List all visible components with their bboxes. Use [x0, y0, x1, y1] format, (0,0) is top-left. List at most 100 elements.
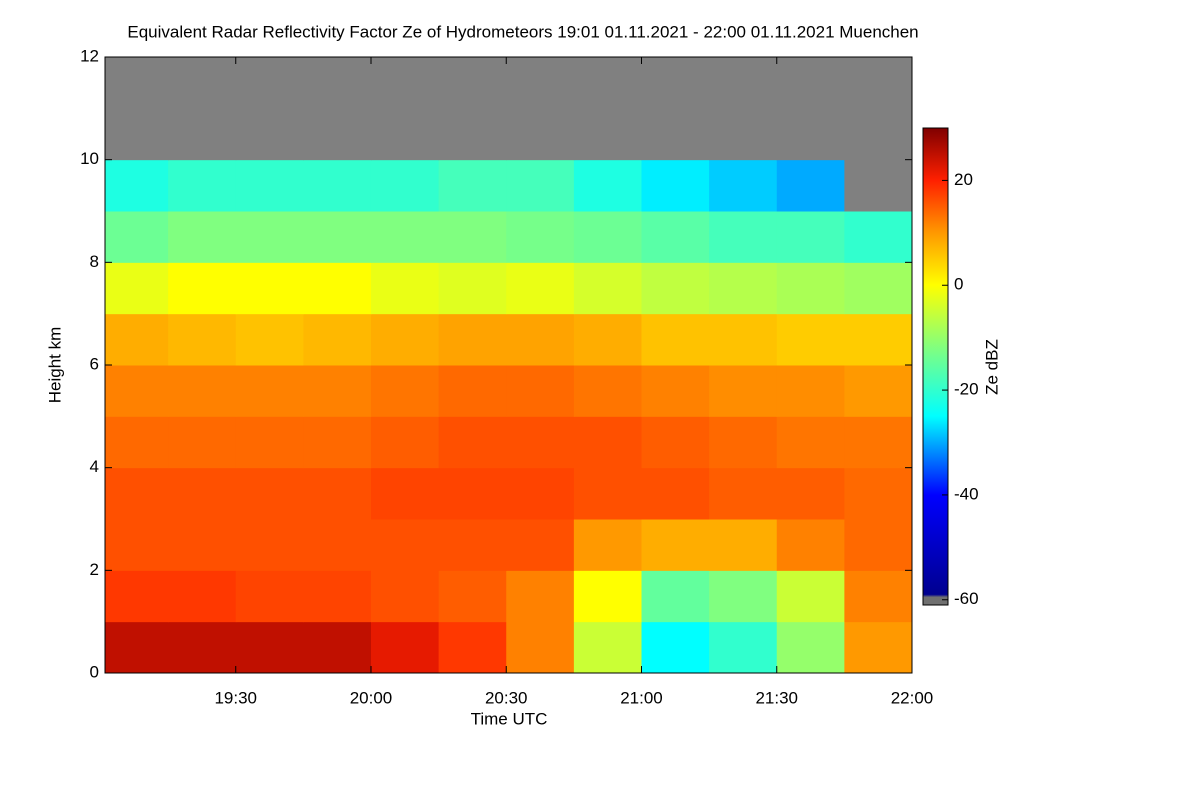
heatmap-cell [506, 519, 575, 571]
heatmap-cell [303, 621, 372, 674]
heatmap-cell [641, 262, 710, 315]
heatmap-cell [573, 519, 642, 571]
heatmap-cell [709, 467, 778, 520]
heatmap-cell [641, 159, 710, 212]
heatmap-cell [235, 262, 304, 315]
heatmap-cell [303, 570, 372, 623]
heatmap-cell [573, 108, 642, 161]
heatmap-cell [776, 570, 845, 623]
heatmap-cell [168, 108, 237, 161]
heatmap-cell [168, 621, 237, 674]
heatmap-cell [776, 467, 845, 520]
heatmap-cell [438, 570, 507, 623]
heatmap-cell [235, 159, 304, 212]
heatmap-cell [776, 262, 845, 315]
heatmap-cell [776, 621, 845, 674]
heatmap-cell [370, 365, 440, 417]
heatmap-cell [844, 313, 913, 366]
colorbar [922, 127, 949, 606]
colorbar-label: Ze dBZ [982, 339, 1001, 395]
heatmap-cell [105, 313, 169, 366]
heatmap-cell [506, 570, 575, 623]
heatmap-cell [641, 621, 710, 674]
heatmap-cell [303, 211, 372, 263]
heatmap-cell [641, 57, 710, 109]
heatmap-cell [370, 108, 440, 161]
heatmap-cell [506, 262, 575, 315]
heatmap-cell [438, 57, 507, 109]
heatmap-cell [506, 211, 575, 263]
heatmap-cell [105, 467, 169, 520]
y-tick-label: 10 [80, 149, 99, 168]
heatmap-cell [235, 211, 304, 263]
heatmap-cell [303, 159, 372, 212]
heatmap-cell [303, 467, 372, 520]
colorbar-tick-label: -40 [954, 484, 979, 503]
heatmap-cell [438, 211, 507, 263]
heatmap-cell [105, 262, 169, 315]
heatmap-cell [506, 621, 575, 674]
heatmap-cell [709, 621, 778, 674]
heatmap-cell [105, 57, 169, 109]
heatmap-cell [844, 211, 913, 263]
heatmap-cell [573, 262, 642, 315]
heatmap-cell [235, 621, 304, 674]
heatmap-cell [844, 57, 913, 109]
heatmap-cell [370, 467, 440, 520]
heatmap-cell [168, 313, 237, 366]
heatmap-cell [370, 211, 440, 263]
heatmap-cell [438, 159, 507, 212]
heatmap-cell [303, 519, 372, 571]
heatmap-cell [168, 57, 237, 109]
heatmap-cell [370, 570, 440, 623]
heatmap-cell [235, 467, 304, 520]
heatmap-cell [776, 108, 845, 161]
x-tick-label: 20:00 [350, 688, 393, 707]
heatmap-cell [370, 416, 440, 469]
heatmap-cell [641, 519, 710, 571]
heatmap-cell [641, 570, 710, 623]
colorbar-tick-label: -20 [954, 380, 979, 399]
heatmap-cell [168, 159, 237, 212]
heatmap-cell [776, 159, 845, 212]
heatmap-cell [168, 262, 237, 315]
heatmap-cell [844, 262, 913, 315]
heatmap-cell [303, 416, 372, 469]
heatmap-cell [844, 365, 913, 417]
y-tick-label: 2 [90, 560, 99, 579]
heatmap-cell [709, 211, 778, 263]
heatmap-cell [438, 365, 507, 417]
heatmap-cell [370, 57, 440, 109]
colorbar-tick-label: -60 [954, 589, 979, 608]
heatmap-cell [168, 467, 237, 520]
heatmap-cell [776, 313, 845, 366]
heatmap-cell [573, 570, 642, 623]
heatmap-cell [438, 416, 507, 469]
y-tick-label: 8 [90, 252, 99, 271]
heatmap-cell [844, 621, 913, 674]
heatmap-cell [370, 313, 440, 366]
y-tick-label: 4 [90, 457, 99, 476]
y-tick-label: 0 [90, 662, 99, 681]
x-tick-label: 20:30 [485, 688, 528, 707]
heatmap-cell [573, 621, 642, 674]
heatmap-cell [105, 570, 169, 623]
heatmap-cell [709, 262, 778, 315]
heatmap-cell [641, 211, 710, 263]
heatmap-cell [844, 416, 913, 469]
heatmap-cell [844, 159, 913, 212]
heatmap-cell [776, 365, 845, 417]
heatmap-cell [573, 467, 642, 520]
heatmap-cell [303, 365, 372, 417]
x-axis-label: Time UTC [471, 709, 548, 728]
heatmap-cell [105, 416, 169, 469]
heatmap-cell [506, 365, 575, 417]
heatmap-cell [105, 519, 169, 571]
heatmap-cell [168, 211, 237, 263]
heatmap-cell [370, 262, 440, 315]
heatmap-cell [573, 211, 642, 263]
colorbar-tick-label: 20 [954, 170, 973, 189]
heatmap-cell [709, 519, 778, 571]
chart-title: Equivalent Radar Reflectivity Factor Ze … [127, 22, 918, 41]
